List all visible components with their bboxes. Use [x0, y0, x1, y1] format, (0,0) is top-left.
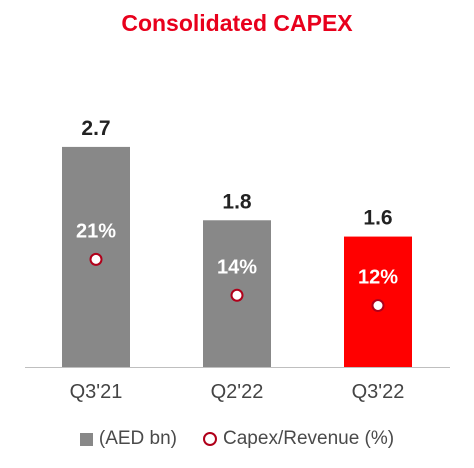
- bar-value-label-0: 2.7: [81, 117, 110, 140]
- capex-revenue-marker-1: [230, 288, 244, 302]
- bar-value-label-1: 1.8: [222, 190, 252, 213]
- legend-label-capex-revenue: Capex/Revenue (%): [223, 428, 395, 449]
- capex-revenue-marker-2: [371, 299, 385, 312]
- legend-bar-swatch: [79, 432, 93, 446]
- legend: (AED bn) Capex/Revenue (%): [0, 428, 474, 450]
- capex-bar-chart: 2.7 21% Q3'21 1.8 14% Q2'22 1.6 12% Q3'22: [25, 117, 450, 403]
- capex-revenue-label-0: 21%: [76, 220, 116, 242]
- capex-revenue-label-1: 14%: [217, 256, 257, 278]
- category-label-1: Q2'22: [211, 381, 264, 403]
- category-label-0: Q3'21: [70, 381, 123, 403]
- legend-item-aed: (AED bn): [79, 428, 178, 450]
- category-label-2: Q3'22: [352, 381, 405, 403]
- bar-value-label-2: 1.6: [363, 207, 392, 230]
- capex-revenue-marker-0: [89, 252, 103, 266]
- legend-label-aed: (AED bn): [98, 428, 178, 449]
- legend-marker-swatch: [203, 432, 218, 446]
- capex-revenue-label-2: 12%: [358, 267, 398, 289]
- chart-title: Consolidated CAPEX: [121, 10, 353, 36]
- legend-item-capex-revenue: Capex/Revenue (%): [203, 428, 394, 450]
